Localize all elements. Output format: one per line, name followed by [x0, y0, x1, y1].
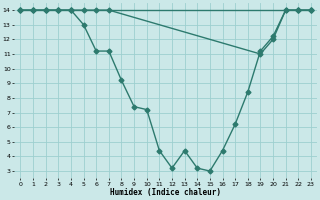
X-axis label: Humidex (Indice chaleur): Humidex (Indice chaleur): [110, 188, 221, 197]
